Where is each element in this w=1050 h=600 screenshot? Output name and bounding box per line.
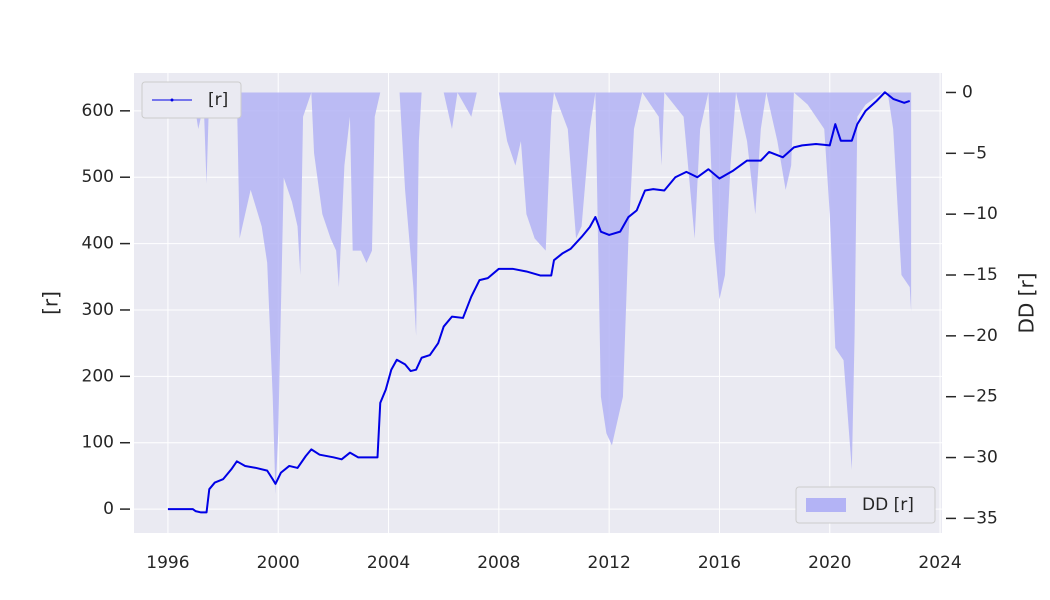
legend-line: [r] — [141, 81, 242, 119]
x-tick-label: 2004 — [367, 553, 410, 573]
x-tick-label: 1996 — [146, 553, 189, 573]
equity-line — [167, 91, 911, 514]
y-tick-label: 200 — [82, 366, 114, 386]
legend-swatch — [806, 498, 846, 512]
y-tick-label: 400 — [82, 234, 114, 254]
y2-tick-label: −5 — [962, 143, 987, 163]
x-tick-label: 2024 — [918, 553, 961, 573]
y2-axis-label: DD [r] — [1015, 273, 1039, 334]
legend-box — [795, 486, 936, 524]
y2-tick-label: −15 — [962, 265, 998, 285]
legend-marker — [170, 98, 174, 102]
y2-tick-label: −30 — [962, 448, 998, 468]
legend-label: DD [r] — [862, 495, 914, 515]
legend-area: DD [r] — [795, 486, 936, 524]
y2-tick-label: −35 — [962, 508, 998, 528]
drawdown-area — [167, 92, 912, 495]
legend-label: [r] — [208, 90, 228, 110]
y2-tick-label: −25 — [962, 387, 998, 407]
x-tick-label: 2008 — [477, 553, 520, 573]
y-tick-label: 300 — [82, 300, 114, 320]
y2-tick-label: −20 — [962, 326, 998, 346]
y2-tick-label: 0 — [962, 82, 973, 102]
y-tick-label: 600 — [82, 101, 114, 121]
x-tick-label: 2012 — [588, 553, 631, 573]
y-tick-label: 0 — [103, 499, 114, 519]
y-axis-label: [r] — [39, 291, 63, 315]
x-tick-label: 2020 — [808, 553, 851, 573]
y-tick-label: 100 — [82, 433, 114, 453]
y-tick-label: 500 — [82, 167, 114, 187]
x-tick-label: 2000 — [257, 553, 300, 573]
y2-tick-label: −10 — [962, 204, 998, 224]
x-tick-label: 2016 — [698, 553, 741, 573]
